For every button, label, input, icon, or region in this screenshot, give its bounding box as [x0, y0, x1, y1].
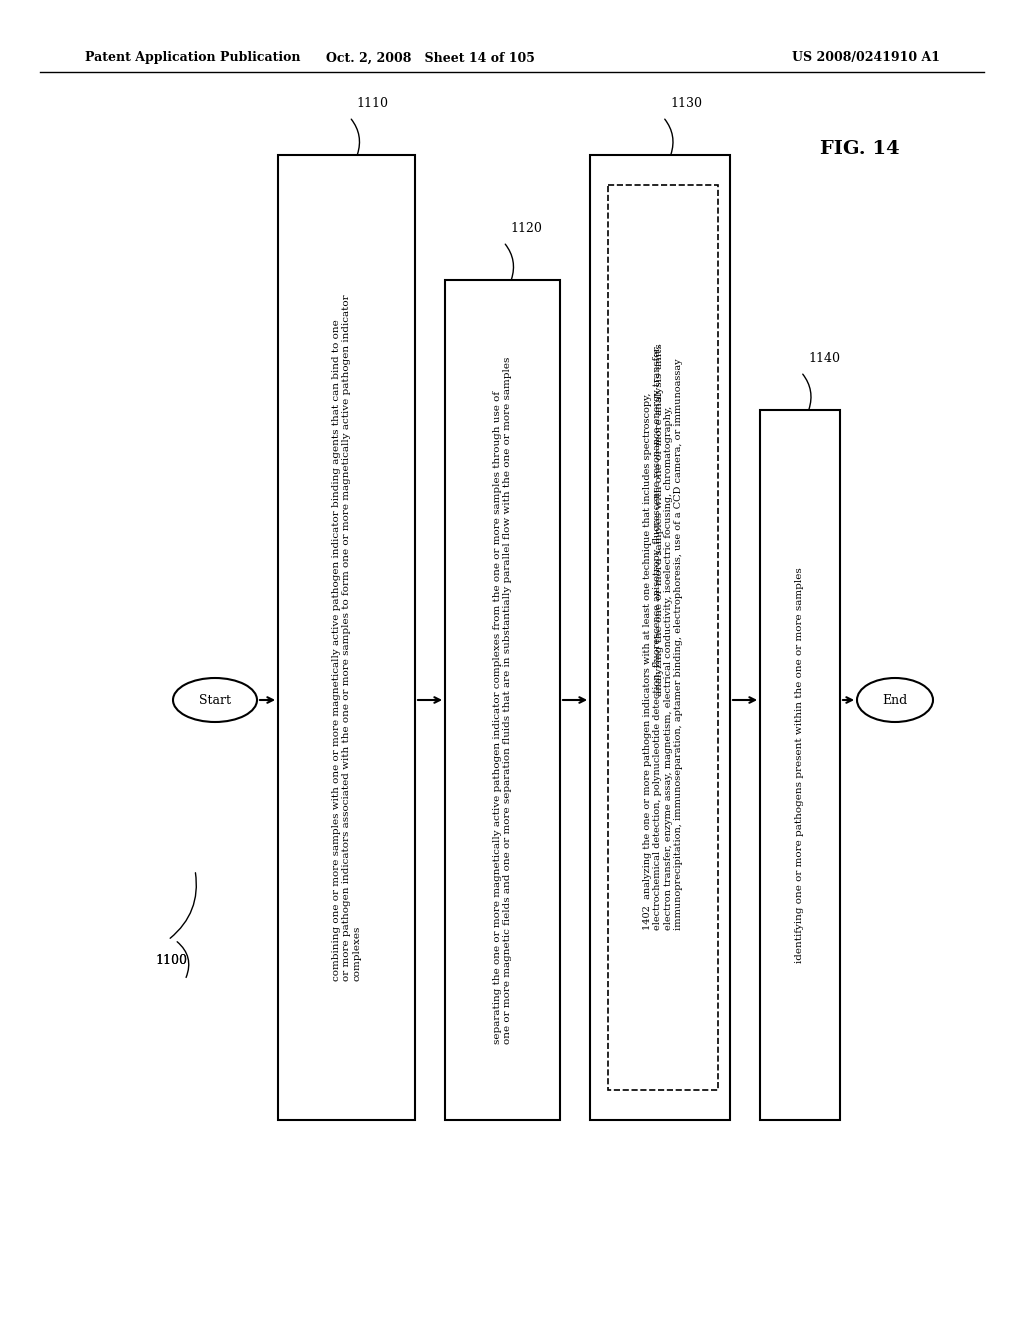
Text: 1100: 1100 [155, 953, 187, 966]
Text: Start: Start [199, 693, 231, 706]
Text: analyzing the one or more samples with one or more analysis units: analyzing the one or more samples with o… [655, 343, 665, 697]
Text: 1130: 1130 [670, 96, 702, 110]
Ellipse shape [173, 678, 257, 722]
Text: End: End [883, 693, 907, 706]
Text: 1100: 1100 [155, 953, 187, 966]
Text: US 2008/0241910 A1: US 2008/0241910 A1 [792, 51, 940, 65]
FancyBboxPatch shape [278, 154, 415, 1119]
Text: 1110: 1110 [356, 96, 388, 110]
Text: Patent Application Publication: Patent Application Publication [85, 51, 300, 65]
Text: FIG. 14: FIG. 14 [820, 140, 900, 158]
FancyBboxPatch shape [590, 154, 730, 1119]
Ellipse shape [857, 678, 933, 722]
Text: 1402  analyzing the one or more pathogen indicators with at least one technique : 1402 analyzing the one or more pathogen … [643, 345, 683, 931]
Text: separating the one or more magnetically active pathogen indicator complexes from: separating the one or more magnetically … [493, 356, 512, 1044]
Text: identifying one or more pathogens present within the one or more samples: identifying one or more pathogens presen… [796, 568, 805, 962]
FancyBboxPatch shape [760, 411, 840, 1119]
FancyBboxPatch shape [608, 185, 718, 1090]
Text: combining one or more samples with one or more magnetically active pathogen indi: combining one or more samples with one o… [332, 294, 361, 981]
Text: 1120: 1120 [511, 222, 543, 235]
FancyBboxPatch shape [445, 280, 560, 1119]
Text: 1140: 1140 [808, 352, 840, 366]
Text: Oct. 2, 2008   Sheet 14 of 105: Oct. 2, 2008 Sheet 14 of 105 [326, 51, 535, 65]
